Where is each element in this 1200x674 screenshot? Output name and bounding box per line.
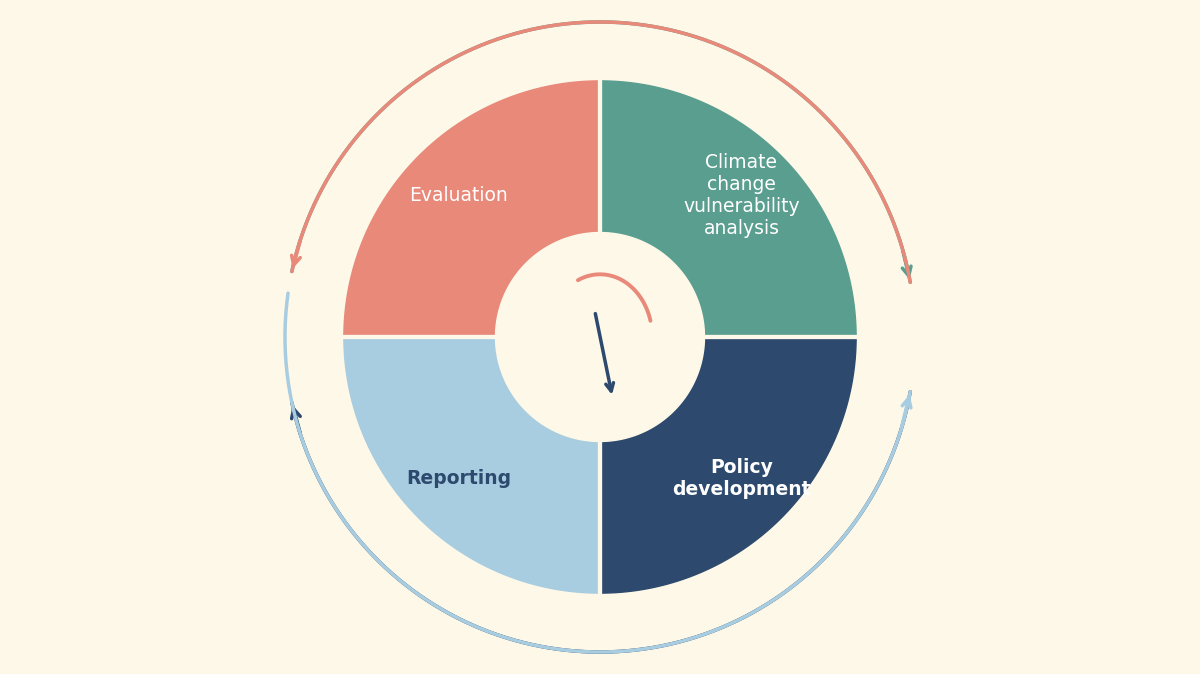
Text: Evaluation: Evaluation [409,186,508,205]
Polygon shape [344,81,600,337]
Polygon shape [600,337,856,593]
Polygon shape [496,233,704,441]
Text: Reporting: Reporting [406,469,511,488]
Text: Climate
change
vulnerability
analysis: Climate change vulnerability analysis [683,153,799,238]
Polygon shape [600,81,856,337]
Polygon shape [344,337,600,593]
Text: Policy
development: Policy development [672,458,811,499]
